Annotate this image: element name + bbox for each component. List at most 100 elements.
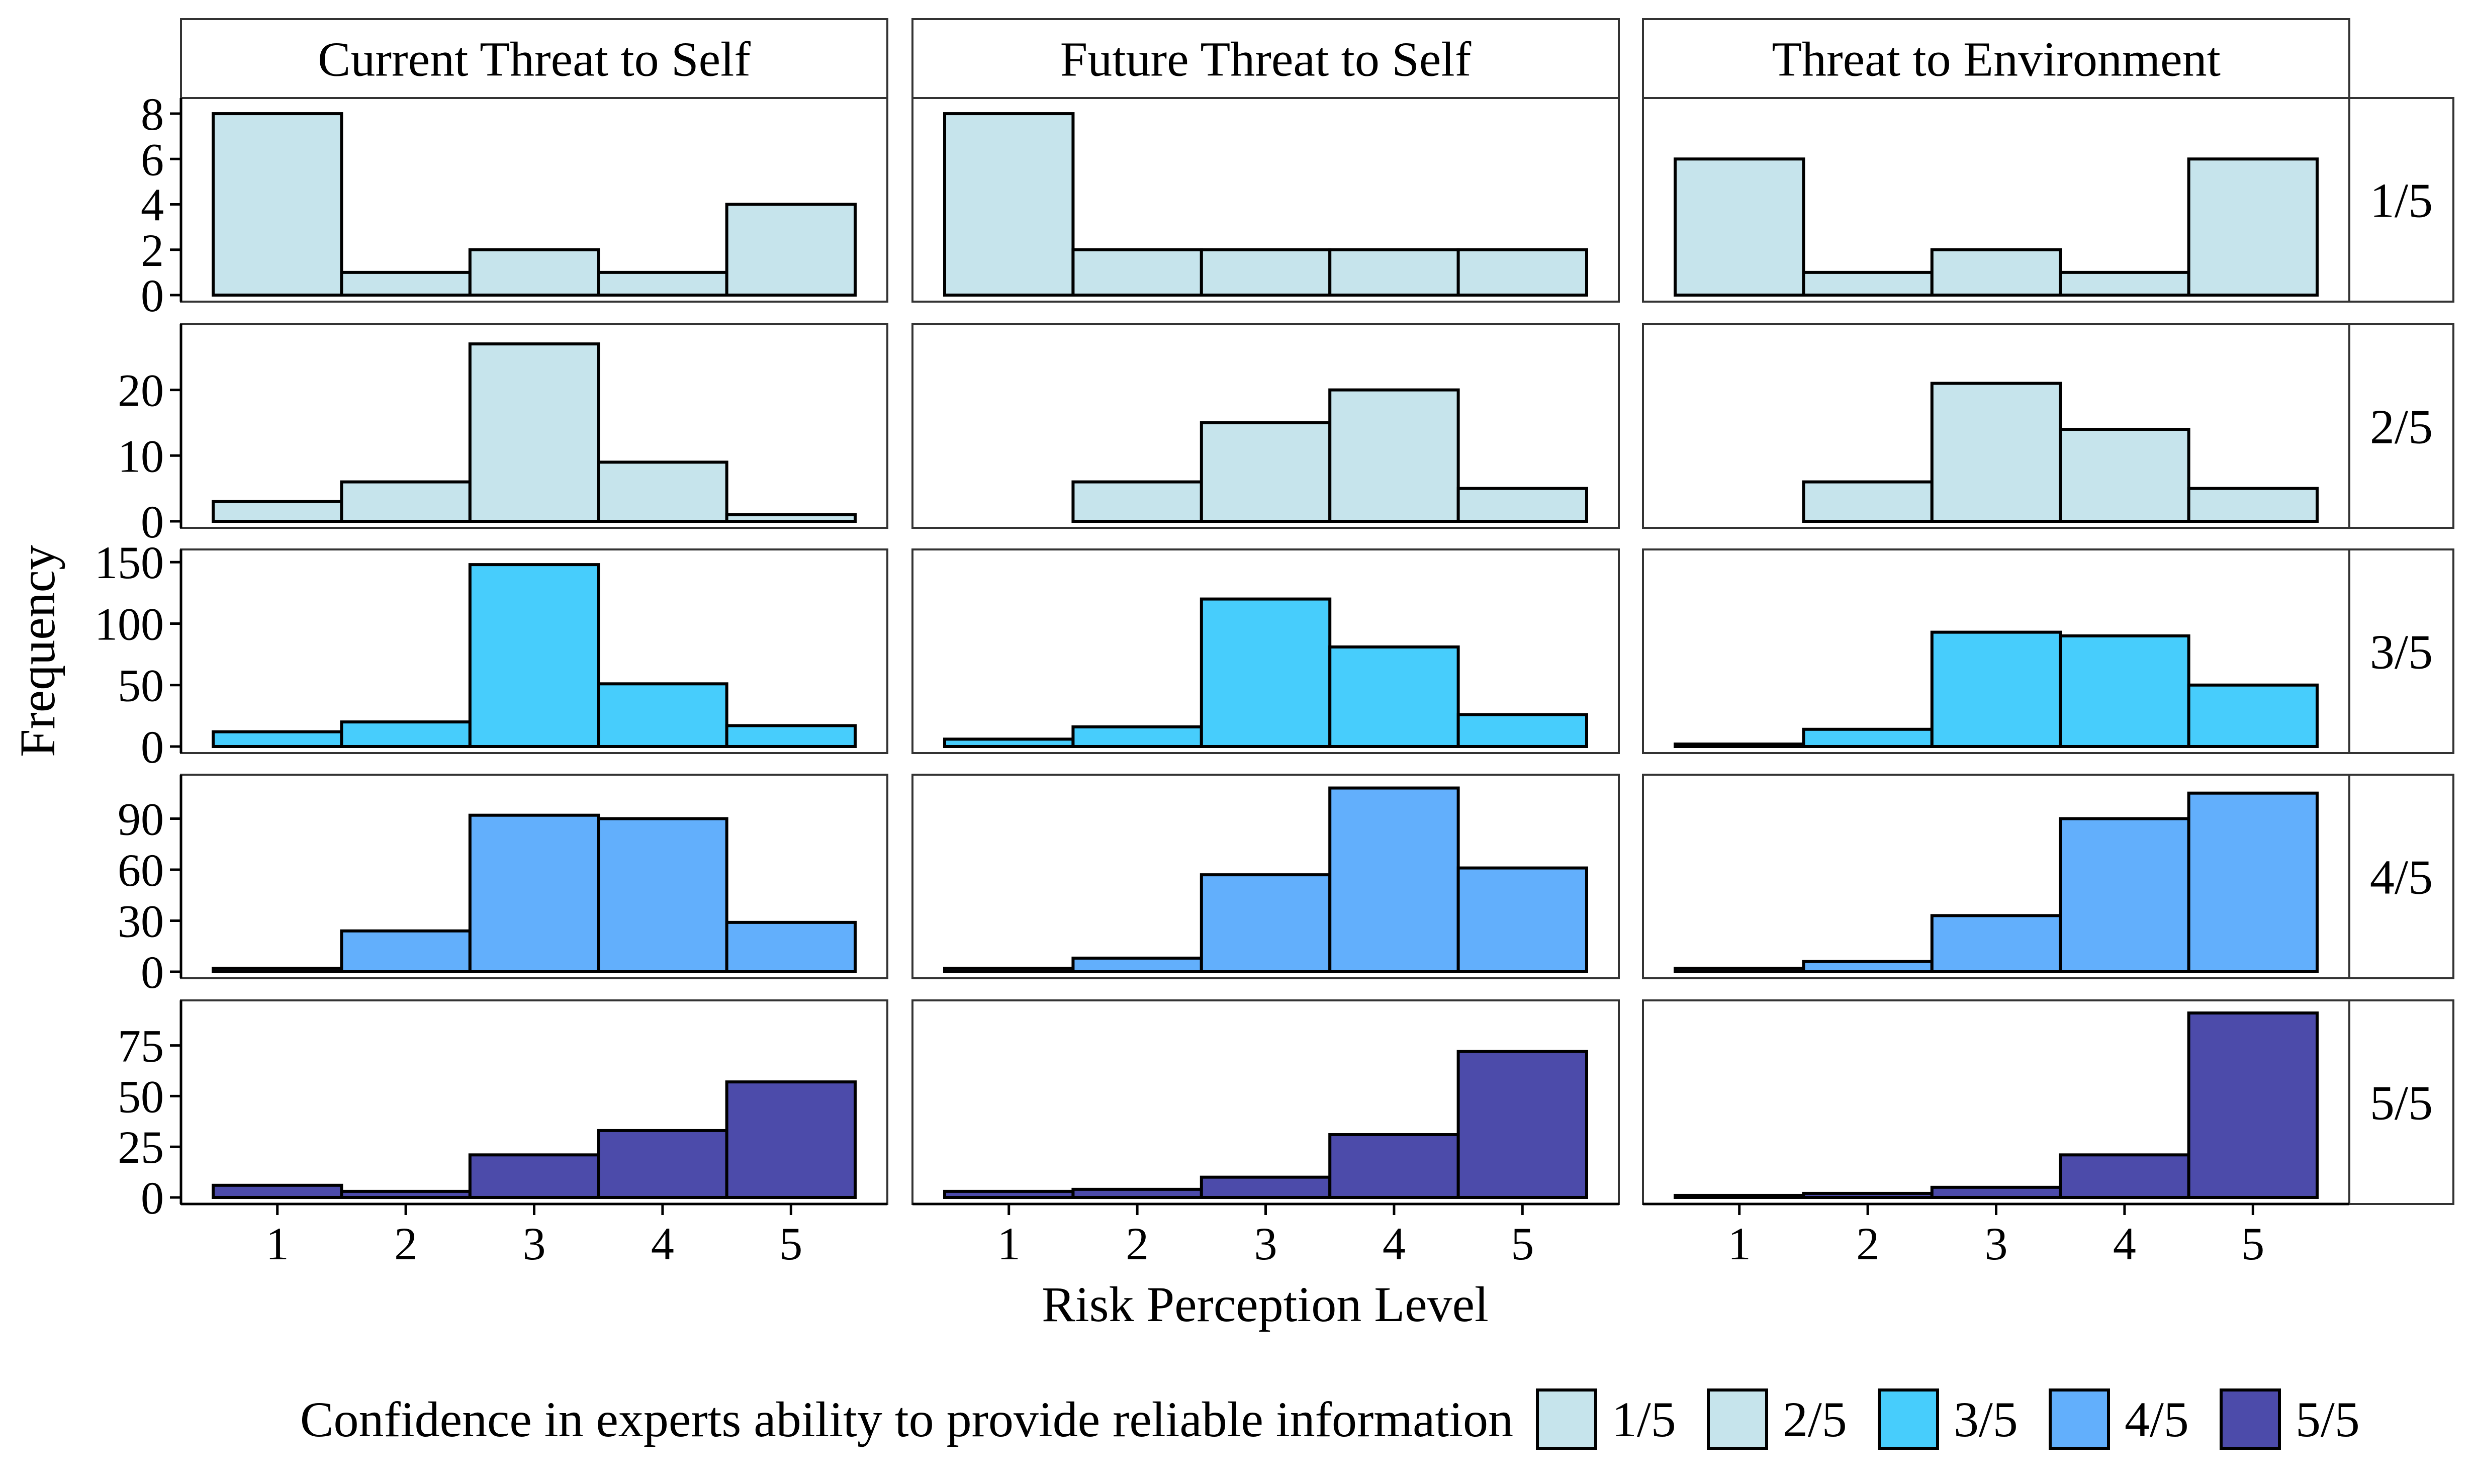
histogram-bar (1328, 645, 1460, 748)
histogram-bar (1328, 1133, 1460, 1199)
histogram-bar (2059, 1153, 2190, 1199)
x-tick-label: 3 (1254, 1218, 1277, 1269)
row-strip (2348, 548, 2454, 754)
x-tick-label: 3 (523, 1218, 546, 1269)
y-tick-label: 0 (141, 270, 164, 321)
histogram-bar (2059, 817, 2190, 973)
histogram-bar (725, 1080, 857, 1199)
histogram-bar (1456, 866, 1589, 973)
y-tick-label: 4 (141, 179, 164, 231)
histogram-bar (1071, 248, 1203, 297)
histogram-bar (340, 929, 472, 974)
y-tick-label: 75 (118, 1021, 164, 1072)
legend-key (1707, 1388, 1768, 1450)
row-strip-label: 4/5 (2370, 851, 2433, 905)
y-tick-label: 0 (141, 947, 164, 998)
histogram-bar (2059, 428, 2190, 523)
histogram-bar (1328, 388, 1460, 523)
histogram-bar (597, 817, 728, 973)
column-strip (180, 18, 888, 99)
histogram-bar (1930, 1185, 2062, 1199)
histogram-bar (1456, 713, 1589, 748)
histogram-bar (1071, 1187, 1203, 1199)
row-strip-label: 3/5 (2370, 625, 2433, 680)
y-tick-label: 50 (118, 1071, 164, 1122)
histogram-bar (1328, 786, 1460, 974)
histogram-bar (468, 1153, 600, 1199)
x-tick-label: 1 (997, 1218, 1021, 1269)
x-tick-label: 4 (2113, 1218, 2136, 1269)
histogram-bar (2187, 791, 2319, 973)
y-tick-label: 0 (141, 721, 164, 773)
histogram-bar (1930, 630, 2062, 748)
panel-border (1642, 774, 2350, 979)
histogram-bar (1802, 480, 1934, 523)
histogram-bar (597, 270, 728, 297)
x-tick-label: 5 (779, 1218, 802, 1269)
histogram-bar (1456, 248, 1589, 297)
histogram-bar (1674, 967, 1805, 974)
histogram-bar (1456, 1050, 1589, 1199)
histogram-bar (468, 563, 600, 748)
histogram-bar (725, 920, 857, 974)
histogram-bar (2187, 1011, 2319, 1199)
legend-label: 1/5 (1612, 1392, 1676, 1447)
histogram-bar (212, 1183, 343, 1199)
histogram-bar (725, 724, 857, 748)
histogram-bar (1802, 960, 1934, 973)
panel-border (911, 774, 1620, 979)
column-strip (911, 18, 1620, 99)
histogram-bar (943, 737, 1075, 748)
row-strip-label: 1/5 (2370, 174, 2433, 228)
histogram-bar (1802, 727, 1934, 748)
histogram-bar (943, 112, 1075, 297)
histogram-bar (1071, 956, 1203, 974)
histogram-bar (340, 1189, 472, 1199)
y-tick-label: 10 (118, 430, 164, 482)
histogram-bar (2059, 270, 2190, 297)
legend-title: Confidence in experts ability to provide… (300, 1392, 1513, 1447)
histogram-bar (725, 203, 857, 297)
histogram-bar (212, 500, 343, 523)
histogram-bar (212, 967, 343, 974)
histogram-bar (212, 112, 343, 297)
x-tick-label: 3 (1985, 1218, 2008, 1269)
histogram-bar (340, 480, 472, 523)
legend-label: 3/5 (1954, 1392, 2018, 1447)
row-strip-label: 2/5 (2370, 400, 2433, 454)
y-tick-label: 100 (95, 598, 164, 650)
histogram-bar (1071, 725, 1203, 749)
histogram-bar (597, 682, 728, 748)
panel-border (911, 323, 1620, 529)
histogram-bar (943, 967, 1075, 974)
y-tick-label: 150 (95, 537, 164, 588)
histogram-bar (1674, 1193, 1805, 1199)
column-strip-label: Threat to Environment (1772, 33, 2221, 87)
histogram-bar (1674, 157, 1805, 297)
row-strip (2348, 774, 2454, 979)
histogram-bar (1930, 382, 2062, 523)
histogram-bar (1200, 421, 1332, 523)
row-strip (2348, 323, 2454, 529)
histogram-bar (1328, 248, 1460, 297)
panel-border (1642, 323, 2350, 529)
histogram-bar (468, 813, 600, 974)
histogram-bar (1456, 487, 1589, 523)
x-axis-title: Risk Perception Level (1042, 1276, 1489, 1332)
column-strip-label: Current Threat to Self (318, 33, 751, 87)
y-tick-label: 30 (118, 895, 164, 947)
column-strip-label: Future Threat to Self (1060, 33, 1472, 87)
histogram-bar (1071, 480, 1203, 523)
histogram-bar (340, 270, 472, 297)
y-tick-label: 0 (141, 496, 164, 547)
panel-border (911, 548, 1620, 754)
histogram-bar (2187, 487, 2319, 523)
histogram-bar (597, 460, 728, 523)
y-axis-title: Frequency (10, 545, 65, 757)
histogram-bar (725, 513, 857, 523)
histogram-bar (597, 1129, 728, 1199)
y-tick-label: 90 (118, 793, 164, 845)
x-tick-label: 4 (651, 1218, 674, 1269)
